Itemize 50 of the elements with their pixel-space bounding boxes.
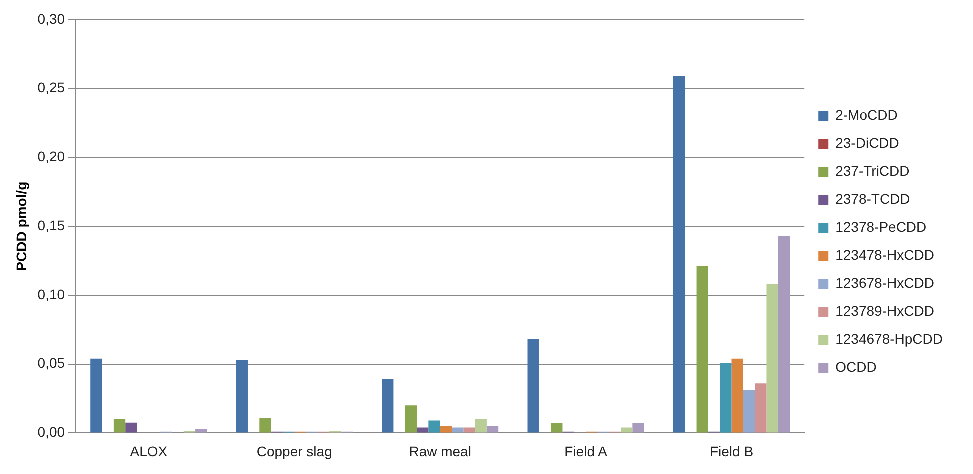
x-tick-label: Raw meal — [409, 443, 472, 460]
y-tick-label: 0,20 — [38, 148, 66, 165]
x-tick-label: Copper slag — [256, 443, 332, 460]
bar — [551, 424, 563, 433]
y-tick-label: 0,25 — [38, 80, 66, 96]
bar — [528, 340, 540, 433]
bar — [464, 428, 476, 433]
bar — [417, 428, 429, 433]
legend-label: 2-MoCDD — [836, 106, 898, 123]
bar — [236, 360, 248, 433]
bar — [452, 428, 464, 433]
x-tick-label: Field B — [710, 443, 754, 460]
bar — [126, 422, 138, 433]
legend-label: 123789-HxCDD — [836, 302, 934, 319]
legend-label: 12378-PeCDD — [836, 218, 927, 235]
y-tick-label: 0,15 — [38, 217, 66, 234]
bar — [696, 266, 708, 433]
legend-label: 237-TriCDD — [836, 162, 910, 179]
bar — [732, 358, 744, 433]
bar — [475, 419, 487, 433]
y-tick-label: 0,30 — [38, 10, 66, 27]
bar — [405, 406, 418, 433]
legend-label: 1234678-HpCDD — [836, 330, 944, 347]
bar — [743, 390, 756, 433]
bar — [778, 236, 790, 433]
y-axis-title: PCDD pmol/g — [13, 182, 30, 272]
legend-label: 23-DiCDD — [836, 134, 900, 151]
bar — [114, 419, 126, 433]
bar — [440, 426, 452, 433]
bar — [673, 76, 686, 433]
legend-label: OCDD — [836, 358, 877, 375]
y-tick-label: 0,00 — [38, 424, 66, 440]
x-tick-label: ALOX — [130, 443, 168, 460]
bar — [382, 379, 394, 433]
bar — [766, 284, 778, 433]
bar — [621, 428, 633, 433]
bar — [90, 358, 102, 433]
bar — [632, 424, 644, 433]
bar — [428, 420, 440, 433]
legend-label: 123478-HxCDD — [836, 246, 934, 263]
bar — [260, 418, 272, 433]
bar — [486, 426, 499, 433]
legend-label: 123678-HxCDD — [836, 274, 934, 291]
bar — [755, 384, 767, 433]
x-tick-label: Field A — [564, 443, 608, 460]
bar — [196, 429, 208, 433]
legend-label: 2378-TCDD — [836, 190, 910, 207]
y-tick-label: 0,05 — [38, 355, 66, 372]
bar — [720, 362, 732, 433]
y-tick-label: 0,10 — [38, 286, 66, 302]
